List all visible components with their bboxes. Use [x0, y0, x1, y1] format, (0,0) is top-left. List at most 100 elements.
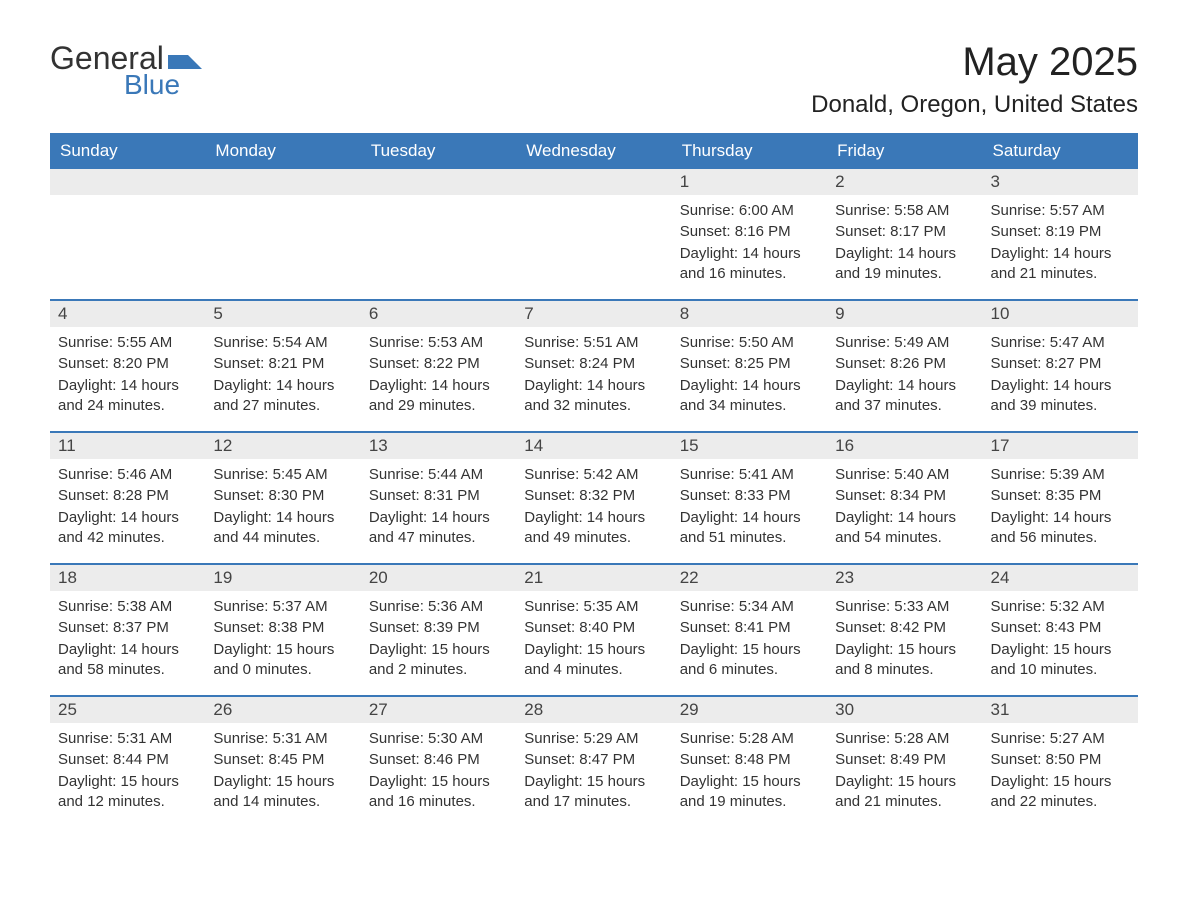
day-content: Sunrise: 5:49 AMSunset: 8:26 PMDaylight:…: [827, 327, 982, 423]
sunrise-line: Sunrise: 5:54 AM: [213, 333, 352, 353]
day-number: 14: [516, 433, 671, 459]
day-content: Sunrise: 5:45 AMSunset: 8:30 PMDaylight:…: [205, 459, 360, 555]
location: Donald, Oregon, United States: [811, 91, 1138, 119]
daylight-line: Daylight: 15 hours and 14 minutes.: [213, 772, 352, 813]
calendar: SundayMondayTuesdayWednesdayThursdayFrid…: [50, 133, 1138, 827]
sunset-line: Sunset: 8:30 PM: [213, 486, 352, 506]
day-content: Sunrise: 5:30 AMSunset: 8:46 PMDaylight:…: [361, 723, 516, 819]
day-number: 30: [827, 697, 982, 723]
day-content: Sunrise: 5:58 AMSunset: 8:17 PMDaylight:…: [827, 195, 982, 291]
calendar-day: 25Sunrise: 5:31 AMSunset: 8:44 PMDayligh…: [50, 697, 205, 827]
sunrise-line: Sunrise: 6:00 AM: [680, 201, 819, 221]
sunrise-line: Sunrise: 5:40 AM: [835, 465, 974, 485]
daylight-line: Daylight: 15 hours and 10 minutes.: [991, 640, 1130, 681]
day-content: [50, 195, 205, 207]
calendar-day: 4Sunrise: 5:55 AMSunset: 8:20 PMDaylight…: [50, 301, 205, 431]
day-content: Sunrise: 5:33 AMSunset: 8:42 PMDaylight:…: [827, 591, 982, 687]
calendar-day: 12Sunrise: 5:45 AMSunset: 8:30 PMDayligh…: [205, 433, 360, 563]
sunset-line: Sunset: 8:34 PM: [835, 486, 974, 506]
calendar-day: 14Sunrise: 5:42 AMSunset: 8:32 PMDayligh…: [516, 433, 671, 563]
sunrise-line: Sunrise: 5:31 AM: [58, 729, 197, 749]
daylight-line: Daylight: 14 hours and 27 minutes.: [213, 376, 352, 417]
daylight-line: Daylight: 14 hours and 44 minutes.: [213, 508, 352, 549]
day-content: Sunrise: 5:46 AMSunset: 8:28 PMDaylight:…: [50, 459, 205, 555]
calendar-day: 30Sunrise: 5:28 AMSunset: 8:49 PMDayligh…: [827, 697, 982, 827]
calendar-day: [516, 169, 671, 299]
day-number: 28: [516, 697, 671, 723]
weeks-container: 1Sunrise: 6:00 AMSunset: 8:16 PMDaylight…: [50, 169, 1138, 827]
daylight-line: Daylight: 15 hours and 17 minutes.: [524, 772, 663, 813]
sunset-line: Sunset: 8:27 PM: [991, 354, 1130, 374]
sunrise-line: Sunrise: 5:47 AM: [991, 333, 1130, 353]
sunset-line: Sunset: 8:19 PM: [991, 222, 1130, 242]
month-title: May 2025: [811, 40, 1138, 85]
calendar-day: 7Sunrise: 5:51 AMSunset: 8:24 PMDaylight…: [516, 301, 671, 431]
day-number: 22: [672, 565, 827, 591]
sunrise-line: Sunrise: 5:35 AM: [524, 597, 663, 617]
day-number: 6: [361, 301, 516, 327]
weekday-header: Sunday: [50, 133, 205, 169]
day-content: [205, 195, 360, 207]
sunset-line: Sunset: 8:22 PM: [369, 354, 508, 374]
sunrise-line: Sunrise: 5:34 AM: [680, 597, 819, 617]
day-number: [361, 169, 516, 195]
day-content: Sunrise: 5:55 AMSunset: 8:20 PMDaylight:…: [50, 327, 205, 423]
daylight-line: Daylight: 14 hours and 42 minutes.: [58, 508, 197, 549]
daylight-line: Daylight: 14 hours and 37 minutes.: [835, 376, 974, 417]
day-number: 13: [361, 433, 516, 459]
sunset-line: Sunset: 8:28 PM: [58, 486, 197, 506]
day-number: 16: [827, 433, 982, 459]
day-content: Sunrise: 5:31 AMSunset: 8:44 PMDaylight:…: [50, 723, 205, 819]
calendar-day: 31Sunrise: 5:27 AMSunset: 8:50 PMDayligh…: [983, 697, 1138, 827]
day-content: Sunrise: 6:00 AMSunset: 8:16 PMDaylight:…: [672, 195, 827, 291]
daylight-line: Daylight: 14 hours and 39 minutes.: [991, 376, 1130, 417]
sunset-line: Sunset: 8:35 PM: [991, 486, 1130, 506]
day-number: 15: [672, 433, 827, 459]
daylight-line: Daylight: 14 hours and 51 minutes.: [680, 508, 819, 549]
day-content: Sunrise: 5:34 AMSunset: 8:41 PMDaylight:…: [672, 591, 827, 687]
sunrise-line: Sunrise: 5:27 AM: [991, 729, 1130, 749]
daylight-line: Daylight: 15 hours and 12 minutes.: [58, 772, 197, 813]
calendar-day: 8Sunrise: 5:50 AMSunset: 8:25 PMDaylight…: [672, 301, 827, 431]
logo: General Blue: [50, 40, 202, 101]
calendar-day: 13Sunrise: 5:44 AMSunset: 8:31 PMDayligh…: [361, 433, 516, 563]
sunset-line: Sunset: 8:39 PM: [369, 618, 508, 638]
daylight-line: Daylight: 15 hours and 4 minutes.: [524, 640, 663, 681]
sunrise-line: Sunrise: 5:28 AM: [835, 729, 974, 749]
day-number: 27: [361, 697, 516, 723]
day-number: 29: [672, 697, 827, 723]
day-number: 2: [827, 169, 982, 195]
day-content: Sunrise: 5:32 AMSunset: 8:43 PMDaylight:…: [983, 591, 1138, 687]
weekday-header: Friday: [827, 133, 982, 169]
sunset-line: Sunset: 8:48 PM: [680, 750, 819, 770]
sunset-line: Sunset: 8:44 PM: [58, 750, 197, 770]
daylight-line: Daylight: 14 hours and 47 minutes.: [369, 508, 508, 549]
day-number: [205, 169, 360, 195]
sunset-line: Sunset: 8:31 PM: [369, 486, 508, 506]
calendar-week: 25Sunrise: 5:31 AMSunset: 8:44 PMDayligh…: [50, 695, 1138, 827]
day-content: Sunrise: 5:41 AMSunset: 8:33 PMDaylight:…: [672, 459, 827, 555]
calendar-day: 10Sunrise: 5:47 AMSunset: 8:27 PMDayligh…: [983, 301, 1138, 431]
sunrise-line: Sunrise: 5:30 AM: [369, 729, 508, 749]
sunrise-line: Sunrise: 5:46 AM: [58, 465, 197, 485]
sunset-line: Sunset: 8:17 PM: [835, 222, 974, 242]
sunrise-line: Sunrise: 5:32 AM: [991, 597, 1130, 617]
day-content: Sunrise: 5:37 AMSunset: 8:38 PMDaylight:…: [205, 591, 360, 687]
calendar-day: 27Sunrise: 5:30 AMSunset: 8:46 PMDayligh…: [361, 697, 516, 827]
logo-text-blue: Blue: [124, 69, 180, 101]
calendar-day: 9Sunrise: 5:49 AMSunset: 8:26 PMDaylight…: [827, 301, 982, 431]
sunrise-line: Sunrise: 5:33 AM: [835, 597, 974, 617]
sunset-line: Sunset: 8:26 PM: [835, 354, 974, 374]
day-content: Sunrise: 5:36 AMSunset: 8:39 PMDaylight:…: [361, 591, 516, 687]
day-number: 5: [205, 301, 360, 327]
calendar-week: 18Sunrise: 5:38 AMSunset: 8:37 PMDayligh…: [50, 563, 1138, 695]
sunset-line: Sunset: 8:42 PM: [835, 618, 974, 638]
day-number: 1: [672, 169, 827, 195]
calendar-day: [50, 169, 205, 299]
sunrise-line: Sunrise: 5:55 AM: [58, 333, 197, 353]
day-content: Sunrise: 5:31 AMSunset: 8:45 PMDaylight:…: [205, 723, 360, 819]
calendar-day: 26Sunrise: 5:31 AMSunset: 8:45 PMDayligh…: [205, 697, 360, 827]
sunrise-line: Sunrise: 5:50 AM: [680, 333, 819, 353]
daylight-line: Daylight: 14 hours and 34 minutes.: [680, 376, 819, 417]
calendar-day: 1Sunrise: 6:00 AMSunset: 8:16 PMDaylight…: [672, 169, 827, 299]
